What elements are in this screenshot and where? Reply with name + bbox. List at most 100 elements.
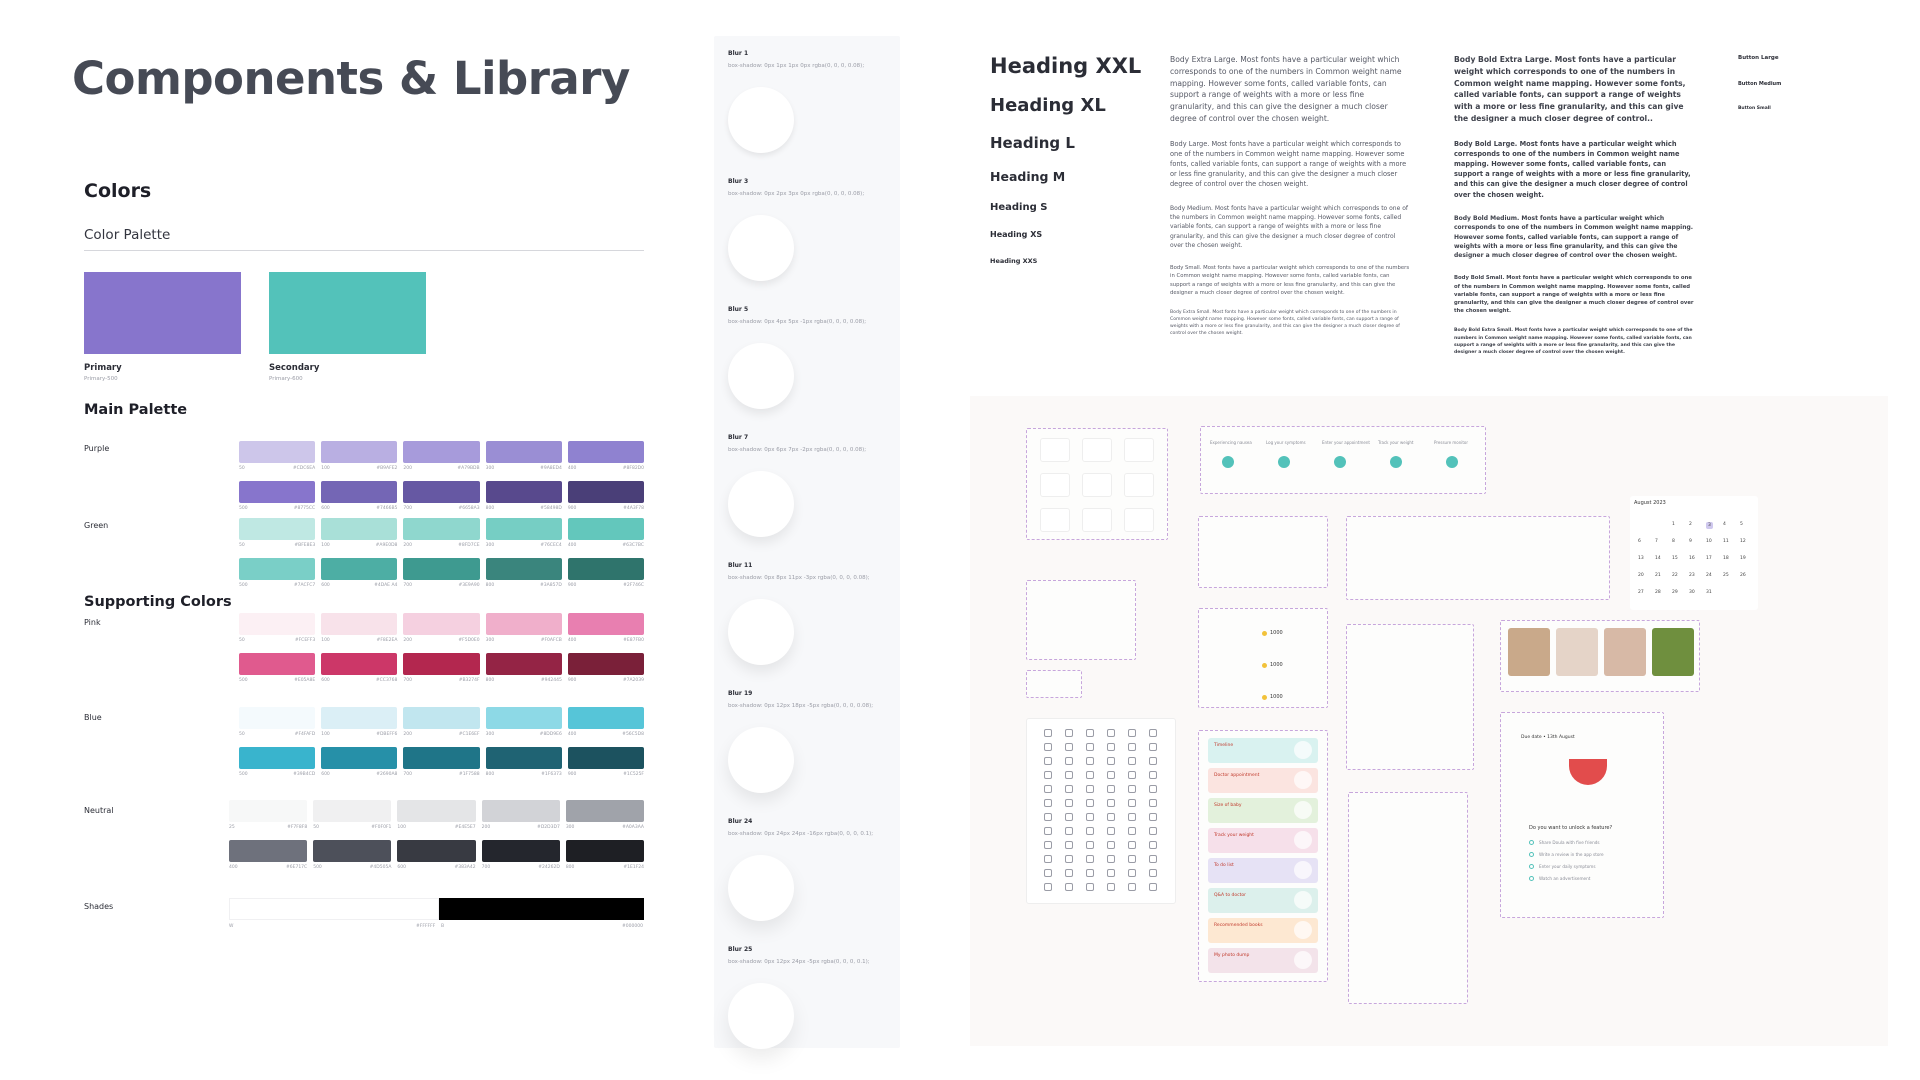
color-meta: 800 #1F6373 (486, 772, 562, 777)
color-chip (403, 481, 480, 503)
calendar-day[interactable]: 17 (1706, 556, 1712, 561)
palette-cell: 500 #E05A8E (239, 653, 316, 683)
calendar-day[interactable]: 26 (1740, 573, 1746, 578)
line-icon (1086, 827, 1094, 835)
calendar-day[interactable]: 18 (1723, 556, 1729, 561)
quiz-option[interactable]: Write a review in the app store (1539, 852, 1604, 857)
calendar-day[interactable]: 25 (1723, 573, 1729, 578)
calendar-day[interactable]: 31 (1706, 590, 1712, 595)
blur-title: Blur 7 (728, 434, 749, 441)
feature-card[interactable]: To do list (1208, 858, 1318, 883)
shade-black-swatch (439, 898, 644, 920)
calendar-day[interactable]: 8 (1672, 539, 1675, 544)
secondary-code: Primary-600 (269, 376, 303, 382)
quiz-option[interactable]: Watch an advertisement (1539, 876, 1591, 881)
blur-preview-circle (728, 855, 794, 921)
points-value: 1000 (1270, 662, 1283, 668)
calendar-day[interactable]: 6 (1638, 539, 1641, 544)
blur-spec: box-shadow: 0px 12px 18px -5px rgba(0, 0… (728, 703, 874, 709)
feature-card[interactable]: Size of baby (1208, 798, 1318, 823)
nav-tab[interactable] (1040, 508, 1070, 532)
calendar-day[interactable]: 5 (1740, 522, 1743, 527)
calendar-day[interactable]: 10 (1706, 539, 1712, 544)
calendar-day[interactable]: 23 (1689, 573, 1695, 578)
color-meta: 800 #3A857D (486, 583, 562, 588)
calendar-day[interactable]: 15 (1672, 556, 1678, 561)
color-chip (313, 800, 392, 822)
nav-tab[interactable] (1124, 473, 1154, 497)
color-hex: #6E717C (285, 865, 308, 870)
calendar-day[interactable]: 13 (1638, 556, 1644, 561)
nav-tab[interactable] (1040, 438, 1070, 462)
quiz-option[interactable]: Share Doula with five friends (1539, 840, 1600, 845)
palette-cell: 400 #8F82D0 (567, 441, 645, 471)
calendar-day[interactable]: 22 (1672, 573, 1678, 578)
calendar-day[interactable]: 7 (1655, 539, 1658, 544)
color-hex: #E05A8E (294, 678, 316, 683)
quiz-radio[interactable] (1529, 864, 1534, 869)
nav-tab[interactable] (1082, 508, 1112, 532)
blur-title: Blur 19 (728, 690, 753, 697)
color-meta: 400 #56C5D8 (568, 732, 644, 737)
quiz-radio[interactable] (1529, 840, 1534, 845)
nav-tab[interactable] (1082, 473, 1112, 497)
line-icon (1128, 743, 1136, 751)
nav-tab[interactable] (1124, 438, 1154, 462)
color-meta: 50 #F0F0F1 (313, 825, 391, 830)
palette-cell: 600 #4DAE A4 (321, 558, 398, 588)
palette-cell: 200 #A79BDB (403, 441, 480, 471)
color-step: 50 (239, 466, 245, 471)
nav-tab[interactable] (1124, 508, 1154, 532)
calendar-day[interactable]: 1 (1672, 522, 1675, 527)
feature-card[interactable]: Recommended books (1208, 918, 1318, 943)
color-step: 700 (403, 583, 412, 588)
feature-card[interactable]: Track your weight (1208, 828, 1318, 853)
points-star (1262, 695, 1267, 700)
calendar-day[interactable]: 2 (1689, 522, 1692, 527)
calendar-day[interactable]: 24 (1706, 573, 1712, 578)
color-step: 200 (481, 825, 491, 830)
calendar-day[interactable]: 11 (1723, 539, 1729, 544)
quiz-radio[interactable] (1529, 876, 1534, 881)
calendar-day[interactable]: 30 (1689, 590, 1695, 595)
feature-card[interactable]: My photo dump (1208, 948, 1318, 973)
calendar-day[interactable]: 12 (1740, 539, 1746, 544)
calendar-day[interactable]: 27 (1638, 590, 1644, 595)
body-regular-column: Body Extra Large. Most fonts have a part… (1170, 54, 1410, 337)
feature-card[interactable]: Timeline (1208, 738, 1318, 763)
color-step: 50 (239, 638, 245, 643)
color-hex: #8775CC (293, 506, 316, 511)
points-value: 1000 (1270, 630, 1283, 636)
nav-tab[interactable] (1040, 473, 1070, 497)
blur-title: Blur 25 (728, 946, 753, 953)
calendar-day[interactable]: 14 (1655, 556, 1661, 561)
feature-card[interactable]: Q&A to doctor (1208, 888, 1318, 913)
color-step: 100 (321, 543, 330, 548)
calendar-day[interactable]: 29 (1672, 590, 1678, 595)
color-meta: 700 #6658A3 (403, 506, 479, 511)
calendar-day[interactable]: 9 (1689, 539, 1692, 544)
calendar-day[interactable]: 4 (1723, 522, 1726, 527)
color-hex: #E4E5E7 (454, 825, 476, 830)
blur-panel: Blur 1 box-shadow: 0px 1px 1px 0px rgba(0… (714, 36, 900, 1049)
calendar-day[interactable]: 21 (1655, 573, 1661, 578)
body-text-sample: Body Small. Most fonts have a particular… (1170, 265, 1410, 296)
color-chip (485, 481, 562, 503)
feature-card[interactable]: Doctor appointment (1208, 768, 1318, 793)
calendar-day[interactable]: 3 (1706, 522, 1713, 529)
button-large-label: Button Large (1738, 55, 1779, 61)
nav-tab[interactable] (1082, 438, 1112, 462)
color-chip (239, 518, 316, 540)
calendar[interactable]: August 2023 1 2 3 4 5 6 7 8 9 10 11 12 13 14 15 16 17 18 19… (1630, 496, 1758, 610)
calendar-day[interactable]: 28 (1655, 590, 1661, 595)
color-step: 700 (403, 678, 412, 683)
quiz-radio[interactable] (1529, 852, 1534, 857)
quiz-option[interactable]: Enter your daily symptoms (1539, 864, 1596, 869)
calendar-day[interactable]: 16 (1689, 556, 1695, 561)
calendar-day[interactable]: 20 (1638, 573, 1644, 578)
blur-preview-circle (728, 983, 794, 1049)
calendar-day[interactable]: 19 (1740, 556, 1746, 561)
button-small-label: Button Small (1738, 106, 1771, 111)
due-date-label: Due date • 13th August (1521, 735, 1575, 740)
palette-row-label: Neutral (84, 806, 114, 815)
